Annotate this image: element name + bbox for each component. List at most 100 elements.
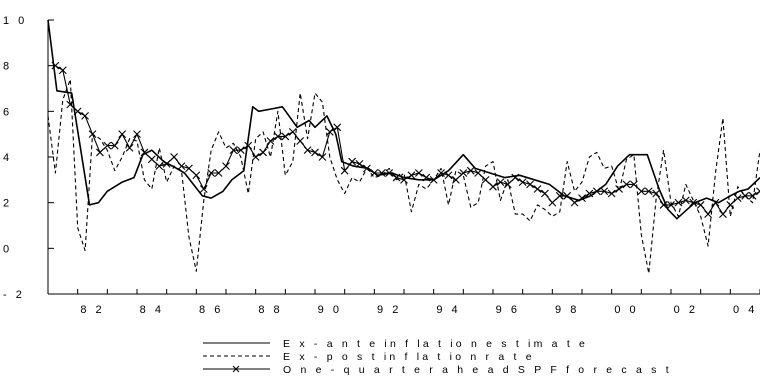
x-marker-stroke [496,178,505,187]
data-point [719,210,727,218]
x-tick-label: 8 8 [258,304,282,316]
x-marker-stroke [748,191,757,200]
x-marker-stroke [518,178,527,187]
x-marker-stroke [214,169,223,177]
x-tick-label: 9 4 [436,304,460,316]
data-point [192,171,201,180]
x-marker-stroke [311,148,319,157]
x-marker-stroke [370,169,379,177]
data-point [600,187,609,196]
data-point [400,175,408,184]
x-marker-stroke [741,191,750,200]
x-marker-stroke [296,137,305,145]
data-point [503,180,512,189]
x-marker-stroke [133,130,141,139]
x-marker-stroke [563,191,572,200]
x-marker-stroke [88,130,97,139]
data-point [622,180,631,189]
data-point [207,169,216,177]
data-point [563,191,572,200]
data-point [459,169,468,177]
x-marker-stroke [541,189,549,198]
y-tick-label: - 2 [3,289,25,301]
x-marker-stroke [407,171,416,180]
data-point [348,157,356,166]
x-marker-stroke [726,201,735,209]
data-point [444,171,453,180]
data-point [73,107,82,116]
x-marker-stroke [103,141,112,150]
x-marker-stroke [199,185,208,193]
y-tick-label: 6 [3,106,12,118]
x-marker-stroke [503,180,512,189]
x-tick-label: 8 2 [80,304,104,316]
chart-axes: - 2 0 2 4 6 8 1 0 8 2 8 4 8 6 8 8 9 0 9 2 9 4 9 6 9 8 0 … [3,15,760,316]
x-marker-stroke [578,194,586,202]
x-marker-stroke [452,175,460,184]
x-marker-stroke [244,141,253,150]
x-marker-stroke [385,169,394,177]
data-point [162,159,171,168]
data-point [81,112,89,120]
x-marker-stroke [533,185,542,193]
x-marker-stroke [607,189,616,198]
x-marker-stroke [125,143,134,152]
x-marker-stroke [288,127,297,136]
legend-label: O n e - q u a r t e r a h e a d S P F f … [283,364,672,376]
x-marker-stroke [414,169,423,177]
x-marker-stroke [222,162,230,171]
x-marker-stroke [81,112,89,120]
x-marker-stroke [274,132,282,141]
data-point [644,187,653,196]
data-point [274,132,282,141]
x-marker-stroke [392,173,401,182]
legend: E x - a n t e in f la t io n e s t im a … [203,338,672,376]
x-marker-stroke [207,169,216,177]
x-marker-stroke [251,153,260,161]
data-point [667,201,675,209]
data-point [110,141,119,150]
data-point [303,146,312,155]
x-marker-stroke [644,187,653,196]
x-marker-stroke [511,173,520,182]
data-point [578,194,586,202]
data-point [466,166,475,175]
x-marker-stroke [437,169,445,177]
x-tick-label: 9 8 [555,304,579,316]
x-marker-stroke [422,173,431,182]
x-marker-stroke [637,187,646,196]
data-point [592,187,601,196]
x-marker-stroke [266,137,275,145]
x-marker-stroke [355,159,364,168]
x-marker-stroke [548,198,557,207]
data-point [236,146,245,155]
data-point [733,194,742,202]
x-tick-label: 8 4 [140,304,164,316]
x-marker-stroke [696,201,705,209]
data-point [296,137,305,145]
y-tick-label: 2 [3,198,12,210]
x-tick-label: 0 4 [733,304,757,316]
x-marker-stroke [711,198,720,207]
x-marker-stroke [615,185,623,193]
data-point [118,130,127,139]
legend-marker [232,365,240,373]
data-point [570,198,579,207]
x-marker-stroke [348,157,356,166]
x-tick-label: 8 6 [199,304,223,316]
data-point [674,198,683,207]
x-tick-label: 0 0 [614,304,638,316]
legend-label: E x - p o s t in f la t io n r a t e [283,351,535,363]
data-point [125,143,134,152]
data-point [585,189,594,198]
x-marker-stroke [652,189,661,198]
data-point [199,185,208,193]
x-tick-label: 9 0 [318,304,342,316]
data-point [177,162,186,171]
data-point [711,198,720,207]
x-marker-stroke [681,196,690,205]
data-point [311,148,319,157]
data-point [704,210,712,218]
data-point [414,169,423,177]
